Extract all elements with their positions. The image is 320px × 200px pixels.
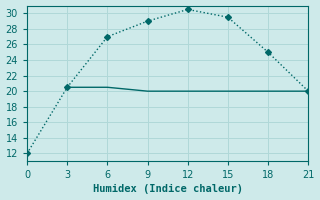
X-axis label: Humidex (Indice chaleur): Humidex (Indice chaleur) xyxy=(93,184,243,194)
